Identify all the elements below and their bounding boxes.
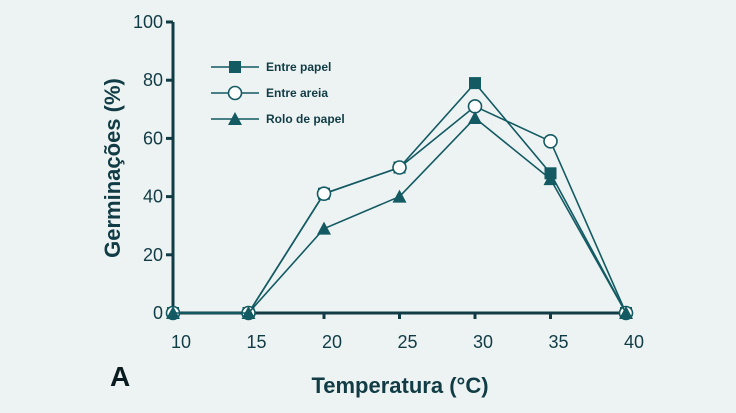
y-tick-label: 60 — [143, 128, 163, 148]
legend-item: Entre papel — [211, 60, 331, 74]
y-tick-label: 100 — [133, 12, 163, 32]
data-point — [468, 111, 482, 125]
data-point — [392, 189, 407, 203]
series-layer — [165, 77, 634, 321]
data-point — [392, 160, 407, 175]
data-point — [543, 172, 558, 186]
x-tick-label: 35 — [548, 332, 568, 352]
legend-item: Entre areia — [211, 85, 328, 101]
series-2 — [165, 99, 634, 321]
legend-item: Rolo de papel — [211, 112, 345, 126]
series-line — [173, 105, 627, 314]
data-point — [317, 221, 331, 235]
data-point — [241, 306, 256, 319]
x-tick-label: 20 — [322, 332, 342, 352]
x-tick-label: 25 — [397, 332, 417, 352]
legend-label: Entre papel — [266, 60, 331, 74]
series-3 — [166, 111, 633, 319]
y-tick-label: 0 — [153, 303, 163, 323]
data-point — [469, 77, 481, 90]
y-tick-label: 80 — [143, 70, 163, 90]
data-point — [619, 306, 633, 319]
x-tick-label: 30 — [473, 332, 493, 352]
legend-marker — [228, 112, 242, 125]
legend-label: Entre areia — [266, 86, 328, 100]
x-tick-label: 15 — [246, 332, 266, 352]
x-axis-title: Temperatura (°C) — [311, 373, 488, 398]
data-point — [467, 99, 483, 114]
legend-label: Rolo de papel — [266, 112, 345, 126]
series-line — [173, 116, 627, 314]
legend-marker — [229, 61, 241, 73]
y-axis-ticks: 0 20 40 60 80 100 — [133, 12, 173, 323]
y-tick-label: 20 — [143, 245, 163, 265]
data-point — [166, 306, 180, 319]
x-tick-label: 40 — [624, 332, 644, 352]
legend-marker — [227, 85, 243, 101]
legend: Entre papel Entre areia Rolo de papel — [211, 60, 345, 126]
panel-label: A — [110, 361, 130, 392]
data-point — [543, 134, 558, 149]
y-axis-title: Germinações (%) — [100, 78, 125, 258]
x-tick-label: 10 — [171, 332, 191, 352]
y-tick-label: 40 — [143, 187, 163, 207]
data-point — [316, 186, 332, 201]
